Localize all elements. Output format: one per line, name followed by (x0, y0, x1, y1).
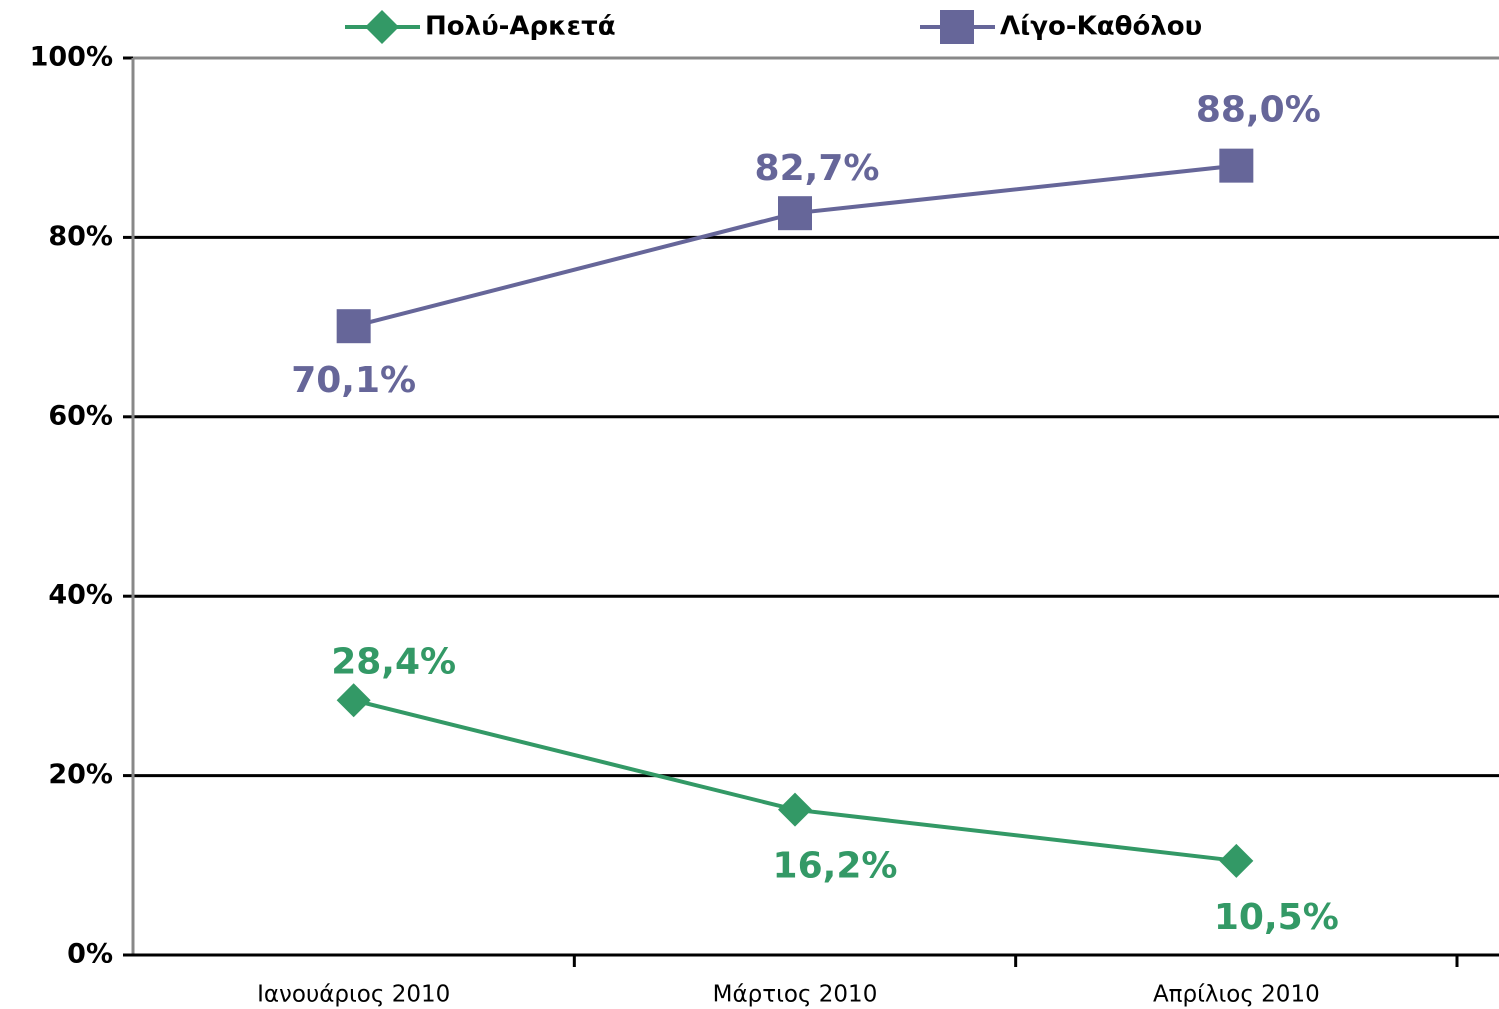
marker (778, 196, 812, 231)
y-tick-label: 80% (48, 221, 113, 252)
x-tick-label: Απρίλιος 2010 (1153, 982, 1320, 1008)
y-tick-label: 40% (48, 580, 113, 611)
y-tick-label: 20% (48, 759, 113, 790)
marker (778, 792, 812, 827)
series-line (353, 698, 1237, 863)
value-label: 70,1% (291, 360, 416, 401)
value-label: 88,0% (1196, 90, 1321, 131)
y-tick-label: 100% (30, 42, 113, 73)
marker (336, 309, 371, 344)
value-label: 10,5% (1214, 897, 1339, 938)
marker (336, 683, 371, 718)
marker (365, 10, 399, 44)
legend-label: Πολύ-Αρκετά (425, 12, 616, 42)
series-line (353, 163, 1237, 329)
marker (1219, 148, 1254, 183)
value-label: 82,7% (755, 148, 880, 189)
marker (940, 10, 974, 44)
legend-label: Λίγο-Καθόλου (1000, 12, 1202, 42)
value-label: 28,4% (331, 641, 456, 682)
value-label: 16,2% (773, 846, 898, 887)
y-tick-label: 60% (48, 400, 113, 431)
marker (1219, 843, 1254, 878)
y-tick-label: 0% (67, 939, 113, 970)
x-tick-label: Μάρτιος 2010 (713, 982, 878, 1008)
x-tick-label: Ιανουάριος 2010 (257, 982, 450, 1008)
